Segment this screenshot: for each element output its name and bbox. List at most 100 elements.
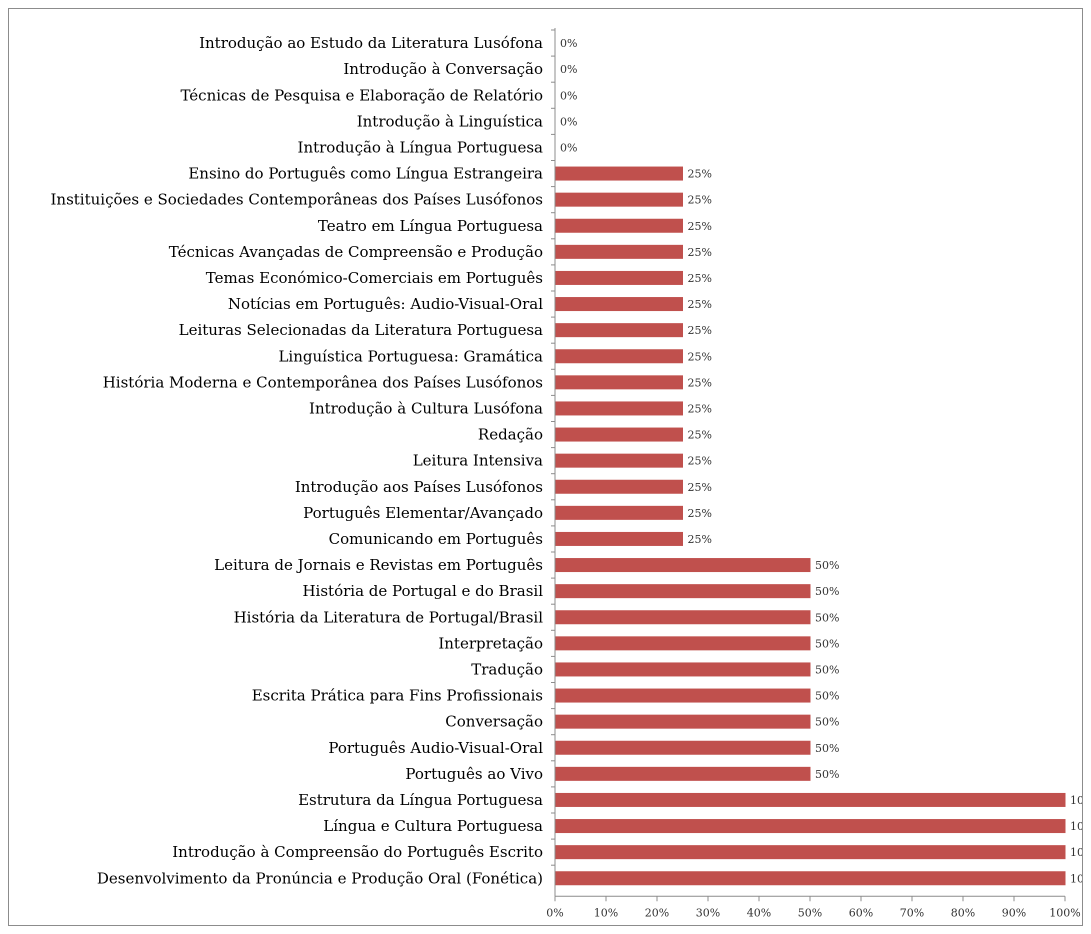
bar [555, 531, 683, 546]
x-tick-label: 50% [798, 906, 822, 919]
bar [555, 479, 683, 494]
data-label: 50% [815, 716, 839, 729]
category-label: Técnicas de Pesquisa e Elaboração de Rel… [180, 86, 543, 104]
bar [555, 270, 683, 285]
data-label: 25% [688, 272, 712, 285]
x-tick-label: 70% [900, 906, 924, 919]
category-label: Português ao Vivo [405, 765, 543, 783]
data-label: 25% [688, 324, 712, 337]
data-label: 0% [560, 141, 577, 154]
data-label: 50% [815, 690, 839, 703]
category-label: Estrutura da Língua Portuguesa [298, 791, 543, 809]
category-label: Leitura de Jornais e Revistas em Portugu… [214, 556, 543, 574]
bar [555, 401, 683, 416]
bar [555, 558, 811, 573]
bars [555, 166, 1066, 886]
data-label: 50% [815, 585, 839, 598]
category-label: Conversação [445, 713, 543, 731]
data-label: 25% [688, 402, 712, 415]
data-label: 0% [560, 37, 577, 50]
data-label: 50% [815, 637, 839, 650]
bar [555, 349, 683, 364]
category-label: Introdução à Linguística [357, 112, 543, 130]
bar [555, 453, 683, 468]
bar [555, 766, 811, 781]
data-label: 25% [688, 220, 712, 233]
category-label: Introdução ao Estudo da Literatura Lusóf… [199, 34, 543, 52]
x-tick-label: 80% [951, 906, 975, 919]
bar [555, 845, 1066, 860]
x-tick-labels: 0% 10% 20% 30% 40% 50% 60% 70% 80% 90% 100% [546, 906, 1080, 919]
bar [555, 323, 683, 338]
data-label: 50% [815, 742, 839, 755]
bar [555, 662, 811, 677]
data-label: 0% [560, 115, 577, 128]
data-label: 0% [560, 63, 577, 76]
category-label: Introdução à Língua Portuguesa [298, 138, 544, 156]
category-label: Leitura Intensiva [413, 452, 543, 470]
data-label: 25% [688, 533, 712, 546]
x-tick-label: 0% [546, 906, 563, 919]
bar [555, 427, 683, 442]
category-labels: Introdução ao Estudo da Literatura Lusóf… [51, 34, 544, 887]
data-label: 50% [815, 559, 839, 572]
bar [555, 375, 683, 390]
category-label: Língua e Cultura Portuguesa [323, 817, 543, 835]
x-tick-label: 40% [747, 906, 771, 919]
data-label: 100 [1070, 794, 1082, 807]
data-label: 25% [688, 481, 712, 494]
category-label: História de Portugal e do Brasil [302, 582, 543, 600]
chart-frame: Introdução ao Estudo da Literatura Lusóf… [8, 8, 1083, 926]
category-label: Tradução [471, 660, 543, 678]
category-label: História da Literatura de Portugal/Brasi… [234, 608, 544, 626]
category-label: Introdução à Cultura Lusófona [309, 399, 543, 417]
data-label: 100 [1070, 820, 1082, 833]
bar [555, 584, 811, 599]
data-label: 25% [688, 376, 712, 389]
category-label: Introdução à Compreensão do Português Es… [172, 843, 543, 861]
data-label: 25% [688, 246, 712, 259]
category-label: Desenvolvimento da Pronúncia e Produção … [97, 869, 543, 887]
category-label: Teatro em Língua Portuguesa [318, 217, 543, 235]
category-label: Introdução aos Países Lusófonos [295, 478, 543, 496]
data-label: 100 [1070, 846, 1082, 859]
category-label: Introdução à Conversação [343, 60, 543, 78]
x-tick-label: 100% [1049, 906, 1080, 919]
bar [555, 505, 683, 520]
category-label: Português Audio-Visual-Oral [328, 739, 543, 757]
bar [555, 871, 1066, 886]
bar [555, 192, 683, 207]
category-label: Escrita Prática para Fins Profissionais [252, 687, 543, 705]
data-label: 25% [688, 507, 712, 520]
category-label: Comunicando em Português [329, 530, 543, 548]
bar [555, 792, 1066, 807]
data-label: 0% [560, 89, 577, 102]
x-tick-label: 60% [849, 906, 873, 919]
bar [555, 610, 811, 625]
x-tick-label: 90% [1002, 906, 1026, 919]
category-label: Instituições e Sociedades Contemporâneas… [51, 191, 544, 209]
category-label: Notícias em Português: Audio-Visual-Oral [228, 295, 543, 313]
data-label: 25% [688, 298, 712, 311]
category-label: Técnicas Avançadas de Compreensão e Prod… [169, 243, 543, 261]
axes [551, 28, 1066, 902]
bar [555, 166, 683, 181]
data-label: 50% [815, 663, 839, 676]
data-label: 25% [688, 350, 712, 363]
bar [555, 714, 811, 729]
category-label: Interpretação [438, 634, 543, 652]
bar [555, 688, 811, 703]
bar-chart: Introdução ao Estudo da Literatura Lusóf… [51, 28, 1082, 919]
x-tick-label: 10% [594, 906, 618, 919]
category-label: Leituras Selecionadas da Literatura Port… [179, 321, 543, 339]
data-label: 50% [815, 768, 839, 781]
bar [555, 636, 811, 651]
category-label: Linguística Portuguesa: Gramática [278, 347, 543, 365]
category-label: Redação [478, 426, 543, 444]
category-label: História Moderna e Contemporânea dos Paí… [103, 373, 543, 391]
x-tick-label: 30% [696, 906, 720, 919]
data-label: 25% [688, 194, 712, 207]
data-label: 50% [815, 611, 839, 624]
bar [555, 218, 683, 233]
category-label: Ensino do Português como Língua Estrange… [188, 165, 543, 183]
